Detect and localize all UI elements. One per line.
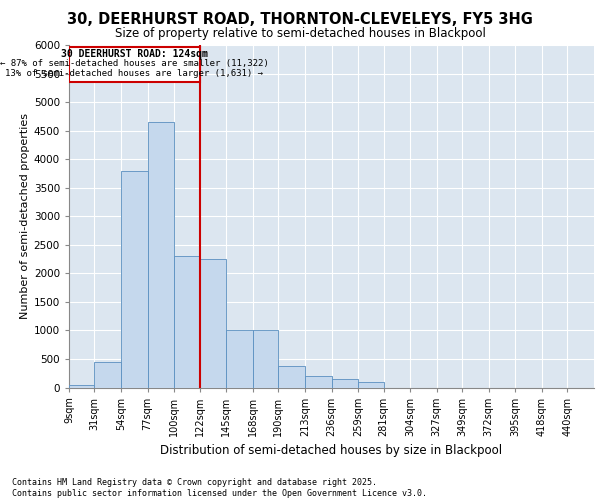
Bar [332, 379, 358, 388]
Text: Size of property relative to semi-detached houses in Blackpool: Size of property relative to semi-detach… [115, 28, 485, 40]
Bar [148, 122, 174, 388]
Text: 30, DEERHURST ROAD, THORNTON-CLEVELEYS, FY5 3HG: 30, DEERHURST ROAD, THORNTON-CLEVELEYS, … [67, 12, 533, 28]
Bar [200, 259, 226, 388]
Bar [174, 256, 200, 388]
Bar [305, 376, 332, 388]
Bar [253, 330, 278, 388]
Bar [278, 366, 305, 388]
Text: 30 DEERHURST ROAD: 124sqm: 30 DEERHURST ROAD: 124sqm [61, 50, 208, 59]
Bar [69, 384, 94, 388]
Text: 13% of semi-detached houses are larger (1,631) →: 13% of semi-detached houses are larger (… [5, 69, 263, 78]
Text: Contains HM Land Registry data © Crown copyright and database right 2025.
Contai: Contains HM Land Registry data © Crown c… [12, 478, 427, 498]
Y-axis label: Number of semi-detached properties: Number of semi-detached properties [20, 114, 29, 320]
Text: ← 87% of semi-detached houses are smaller (11,322): ← 87% of semi-detached houses are smalle… [0, 59, 269, 68]
Bar [69, 46, 200, 82]
Bar [358, 382, 383, 388]
Bar [226, 330, 253, 388]
Bar [121, 170, 148, 388]
Bar [94, 362, 121, 388]
X-axis label: Distribution of semi-detached houses by size in Blackpool: Distribution of semi-detached houses by … [160, 444, 503, 457]
